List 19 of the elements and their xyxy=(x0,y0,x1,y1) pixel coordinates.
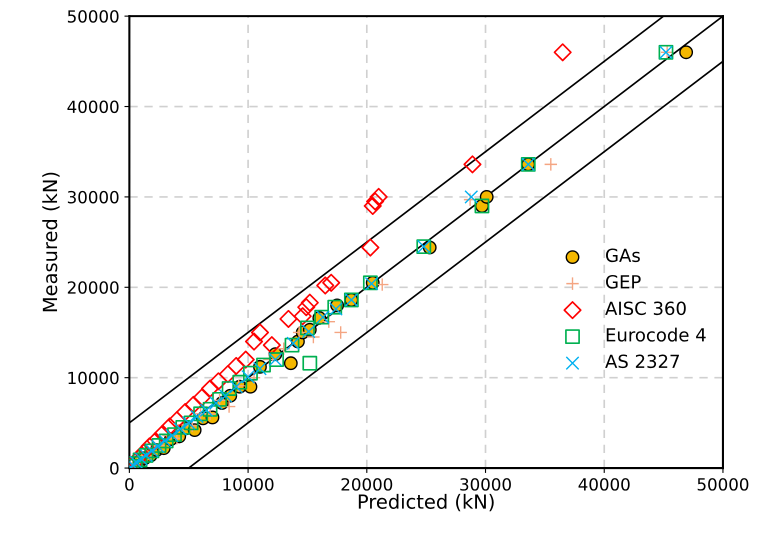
y-tick-label: 40000 xyxy=(67,100,119,114)
y-tick-label: 10000 xyxy=(68,372,119,384)
x-axis-title: Predicted (kN) xyxy=(358,494,494,512)
y-tick-label: 50000 xyxy=(68,10,119,23)
legend-label: AISC 360 xyxy=(605,301,686,316)
legend-label: GEP xyxy=(606,274,641,289)
y-tick-label: 0 xyxy=(110,462,119,475)
legend-label: AS 2327 xyxy=(605,354,679,368)
x-tick-label: 20000 xyxy=(342,478,392,491)
x-tick-label: 50000 xyxy=(698,478,748,491)
legend-label: Eurocode 4 xyxy=(606,328,706,342)
x-tick-label: 40000 xyxy=(578,478,630,491)
x-tick-label: 0 xyxy=(125,478,134,491)
x-tick-label: 10000 xyxy=(223,478,274,491)
legend-label: GAs xyxy=(606,248,640,262)
x-tick-label: 30000 xyxy=(460,478,511,491)
y-tick-label: 20000 xyxy=(68,281,119,294)
y-tick-label: 30000 xyxy=(68,190,119,204)
y-axis-title: Measured (kN) xyxy=(42,172,60,312)
